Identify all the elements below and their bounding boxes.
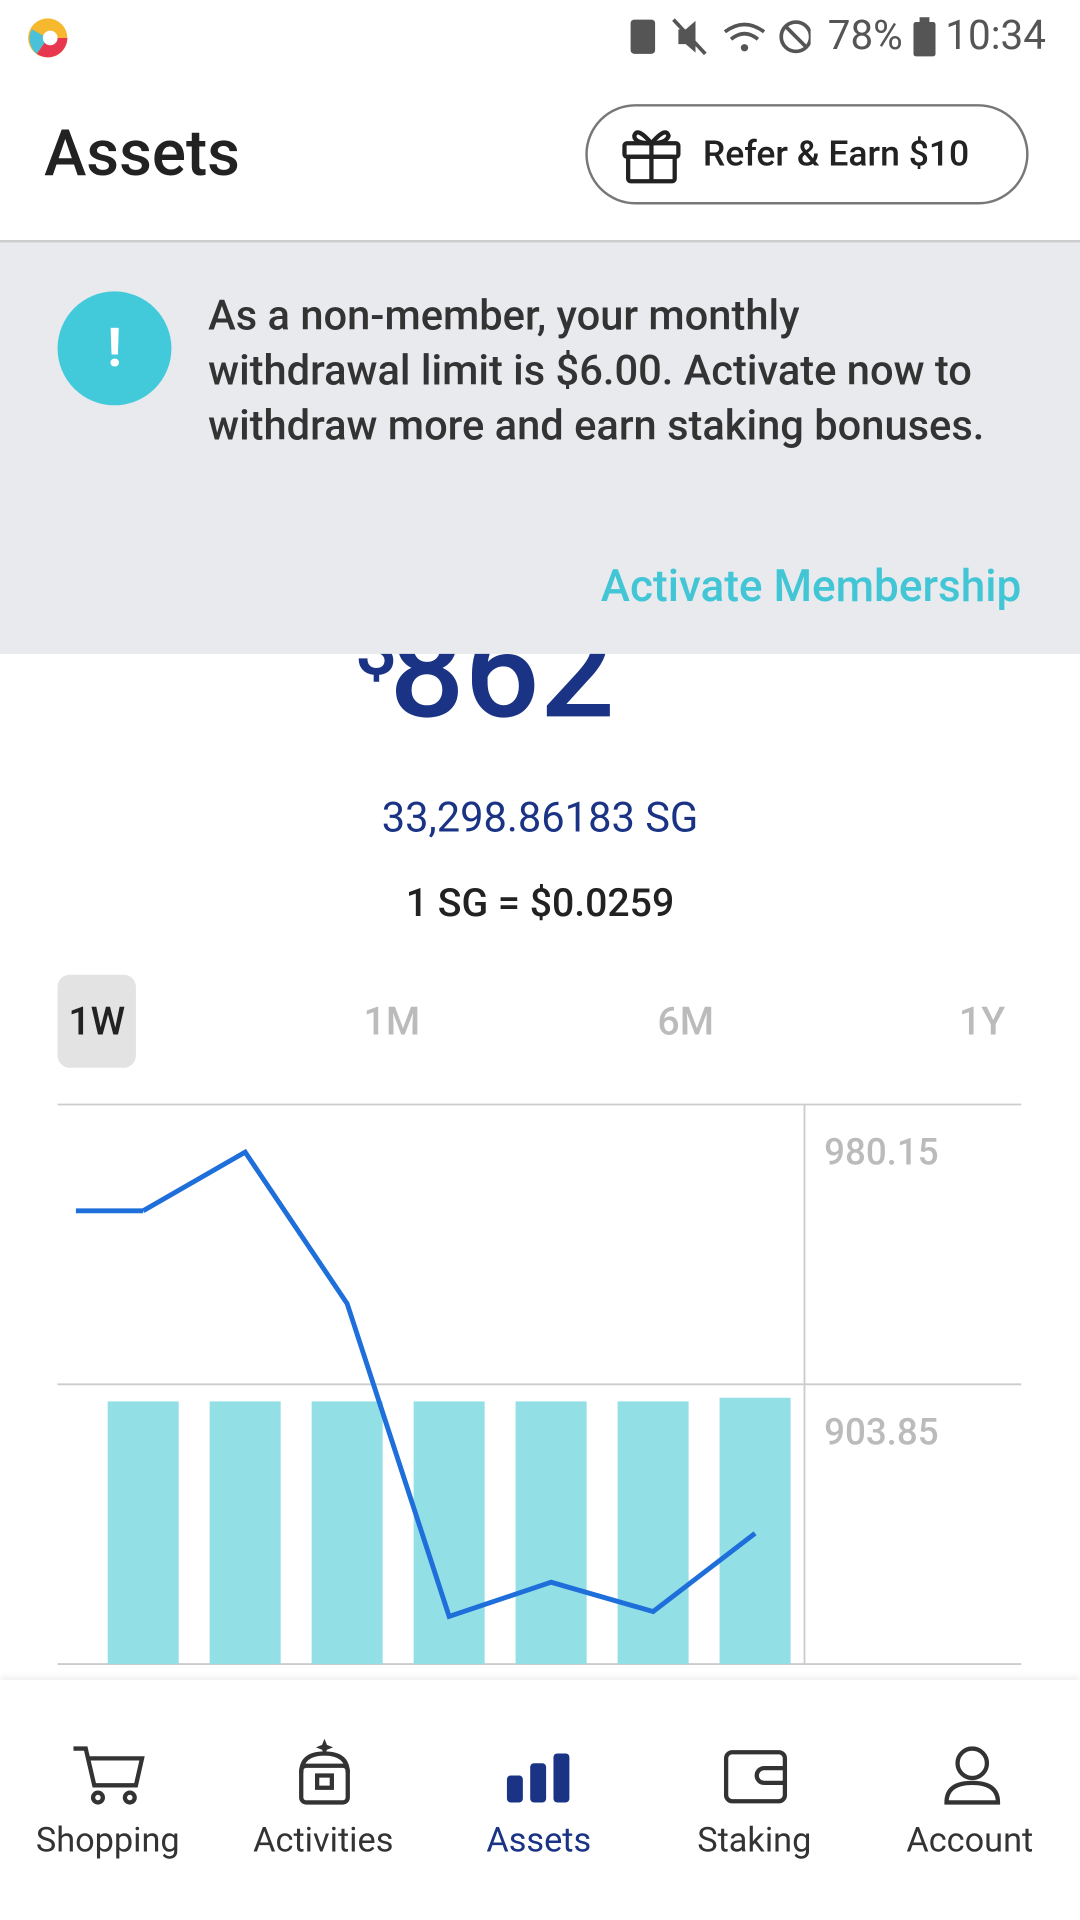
range-tab[interactable]: 1M	[363, 997, 421, 1045]
bar	[311, 1401, 383, 1665]
cart-icon	[73, 1746, 145, 1805]
battery-percent: 78%	[827, 12, 903, 61]
bar	[209, 1401, 281, 1665]
activate-link[interactable]: Activate Membership	[600, 560, 1022, 613]
exchange-rate: 1 SG = $0.0259	[405, 879, 675, 926]
bar	[617, 1401, 689, 1665]
nav-label[interactable]: Activities	[253, 1819, 394, 1860]
nav-label[interactable]: Shopping	[35, 1819, 180, 1860]
y-tick-label: 903.85	[824, 1410, 939, 1453]
assets-icon	[506, 1753, 570, 1803]
range-tab[interactable]: 6M	[657, 997, 714, 1045]
nav-item[interactable]: Account	[862, 1680, 1078, 1920]
bar	[107, 1401, 179, 1665]
range-tab[interactable]: 1Y	[958, 997, 1006, 1045]
nav-item[interactable]: Assets	[431, 1680, 647, 1920]
line	[141, 1148, 757, 1620]
chest-icon	[299, 1738, 350, 1805]
bar	[413, 1401, 485, 1665]
bar	[515, 1401, 587, 1665]
page-title: Assets	[44, 116, 240, 192]
divider	[0, 240, 1080, 243]
battery-icon	[913, 17, 936, 57]
banner-message: As a non-member, your monthly withdrawal…	[208, 291, 985, 451]
range-tab[interactable]: 1W	[57, 974, 136, 1068]
wallet-icon	[723, 1750, 788, 1804]
nav-item[interactable]: Shopping	[0, 1680, 216, 1920]
nav-item[interactable]: Activities	[216, 1680, 432, 1920]
nav-label[interactable]: Account	[906, 1819, 1034, 1860]
status-bar: 78% 10:34	[0, 0, 1080, 73]
nav-label[interactable]: Staking	[697, 1819, 812, 1860]
membership-banner: ! As a non-member, your monthly withdraw…	[0, 242, 1080, 654]
gift-icon	[622, 130, 681, 184]
sg-amount: 33,298.86183 SG	[381, 793, 699, 843]
bar	[719, 1397, 791, 1665]
account-icon	[944, 1746, 1001, 1805]
chart: 903.85 980.15	[57, 1103, 1022, 1666]
clock: 10:34	[945, 12, 1046, 61]
status-icons	[630, 18, 811, 56]
bottom-nav: Shopping Activities Assets Staking Accou…	[0, 1680, 1080, 1920]
refer-button[interactable]: Refer & Earn $10	[585, 104, 1029, 205]
refer-label[interactable]: Refer & Earn $10	[702, 133, 970, 176]
nav-label[interactable]: Assets	[486, 1819, 592, 1860]
alert-icon: !	[57, 291, 172, 406]
nav-item[interactable]: Staking	[647, 1680, 863, 1920]
y-tick-label: 980.15	[824, 1130, 939, 1173]
app-icon	[28, 18, 68, 58]
